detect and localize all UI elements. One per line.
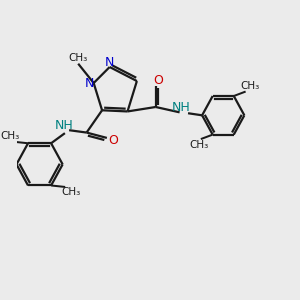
Text: CH₃: CH₃ xyxy=(240,81,260,91)
Text: CH₃: CH₃ xyxy=(189,140,208,150)
Text: O: O xyxy=(153,74,163,87)
Text: N: N xyxy=(85,76,94,89)
Text: CH₃: CH₃ xyxy=(61,187,80,197)
Text: CH₃: CH₃ xyxy=(69,53,88,63)
Text: NH: NH xyxy=(172,101,190,114)
Text: NH: NH xyxy=(55,118,74,132)
Text: N: N xyxy=(105,56,114,69)
Text: O: O xyxy=(108,134,118,147)
Text: CH₃: CH₃ xyxy=(0,131,20,141)
